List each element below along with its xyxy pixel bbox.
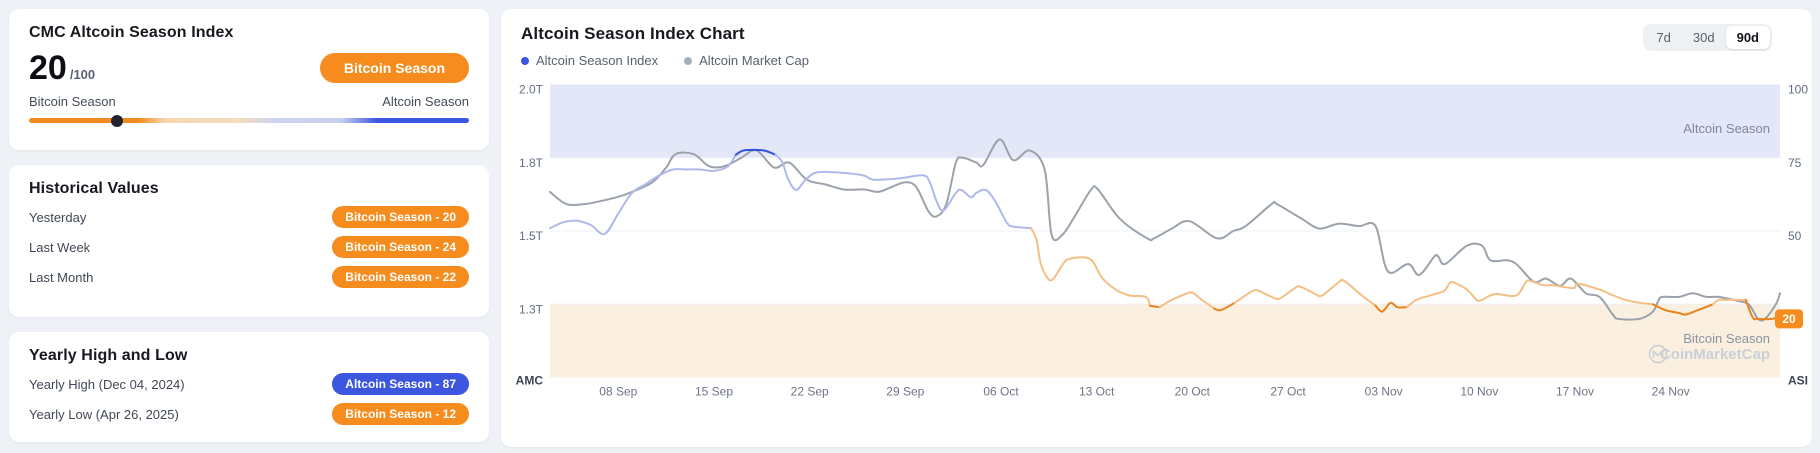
season-status-badge: Bitcoin Season [319,53,469,83]
altcoin-season-index-line [549,153,737,236]
altcoin-season-index-line [774,153,1033,230]
current-value-badge [1775,309,1803,329]
x-axis-tick: 20 Oct [1175,385,1211,399]
x-axis-tick: 10 Nov [1460,385,1498,399]
chart-area: 2.0T 1.8T 1.5T 1.3T 100 75 50 AMC ASI 08 Sep 15 Se… [501,70,1812,437]
altcoin-season-index-line [1374,301,1408,313]
slider-label-bitcoin-season: Bitcoin Season [29,94,116,109]
x-axis-tick: 29 Sep [886,385,924,399]
right-axis-tick: 75 [1788,156,1802,170]
legend-item[interactable]: Altcoin Market Cap [684,53,809,68]
yearly-rows: Yearly High (Dec 04, 2024) Altcoin Season… [29,373,469,425]
x-axis-tick: 24 Nov [1652,385,1690,399]
range-button-90d[interactable]: 90d [1725,26,1770,49]
legend-label: Altcoin Market Cap [699,53,809,68]
time-range-switcher: 7d 30d 90d [1643,24,1772,51]
altcoin-season-chart-svg: 2.0T 1.8T 1.5T 1.3T 100 75 50 AMC ASI 08 Sep 15 Se… [516,83,1809,399]
historical-rows: Yesterday Bitcoin Season - 20 Last Week Bit… [29,206,469,288]
altcoin-season-index-line [1405,279,1654,309]
range-button-7d[interactable]: 7d [1645,26,1681,49]
row-label: Last Month [29,269,94,285]
yearly-row: Yearly Low (Apr 26, 2025) Bitcoin Season … [29,403,469,425]
right-axis-name: ASI [1788,374,1808,388]
left-column: CMC Altcoin Season Index 20 /100 Bitcoin… [9,9,489,447]
altcoin-season-index-line [1233,278,1377,307]
chart-plot-area[interactable] [550,85,1780,378]
left-axis-tick: 2.0T [519,83,544,97]
altcoin-season-index-line [1149,304,1161,309]
historical-row: Yesterday Bitcoin Season - 20 [29,206,469,228]
legend-dot-icon [521,56,529,65]
x-axis-tick: 22 Sep [791,385,829,399]
altcoin-season-index-line [1651,303,1714,316]
altcoin-season-index-line [1030,227,1151,307]
coinmarketcap-logo-icon [1648,344,1668,364]
season-value-badge: Bitcoin Season - 12 [332,403,469,425]
altcoin-season-index-line [1744,298,1781,321]
x-axis-tick: 08 Sep [599,385,637,399]
left-axis-name: AMC [516,374,544,388]
yearly-card-title: Yearly High and Low [29,347,188,364]
right-axis-tick: 50 [1788,229,1802,243]
row-label: Yesterday [29,209,87,225]
legend-label: Altcoin Season Index [536,53,659,68]
coinmarketcap-watermark-text: CoinMarketCap [1660,346,1770,363]
x-axis-tick: 06 Oct [983,385,1019,399]
page: CMC Altcoin Season Index 20 /100 Bitcoin… [9,9,1812,447]
chart-title: Altcoin Season Index Chart [521,24,745,43]
season-value-badge: Bitcoin Season - 22 [332,266,469,288]
altcoin-season-index-line [734,148,777,156]
altcoin-season-band-label: Altcoin Season [1683,121,1770,136]
range-button-30d[interactable]: 30d [1682,26,1726,49]
left-axis-tick: 1.8T [519,156,544,170]
index-score: 20 [29,49,67,87]
row-label: Yearly Low (Apr 26, 2025) [29,406,179,422]
x-axis-tick: 15 Sep [695,385,733,399]
season-value-badge: Altcoin Season - 87 [332,373,469,395]
altcoin-season-index-line [1158,291,1216,310]
season-value-badge: Bitcoin Season - 24 [332,236,469,258]
season-index-slider[interactable] [29,114,469,127]
legend-item[interactable]: Altcoin Season Index [521,53,658,68]
yearly-row: Yearly High (Dec 04, 2024) Altcoin Season… [29,373,469,395]
slider-thumb[interactable] [111,114,123,127]
historical-row: Last Week Bitcoin Season - 24 [29,236,469,258]
band-bitcoin-season [550,304,1780,378]
historical-values-card: Historical Values Yesterday Bitcoin Seaso… [9,165,489,317]
slider-label-altcoin-season: Altcoin Season [382,94,469,109]
index-card: CMC Altcoin Season Index 20 /100 Bitcoin… [9,9,489,150]
slider-labels: Bitcoin Season Altcoin Season [29,94,469,109]
chart-title-block: Altcoin Season Index Chart Altcoin Seaso… [521,24,809,68]
band-altcoin-season [550,84,1780,158]
altcoin-season-index-line [1213,301,1236,312]
row-label: Last Week [29,239,91,255]
altcoin-season-index-line [1712,298,1747,306]
row-label: Yearly High (Dec 04, 2024) [29,376,185,392]
x-axis-tick: 27 Oct [1270,385,1306,399]
bitcoin-season-band-label: Bitcoin Season [1683,331,1770,346]
x-axis-tick: 17 Nov [1556,385,1594,399]
x-axis-tick: 13 Oct [1079,385,1115,399]
chart-legend: Altcoin Season Index Altcoin Market Cap [521,53,809,68]
historical-row: Last Month Bitcoin Season - 22 [29,266,469,288]
chart-header: Altcoin Season Index Chart Altcoin Seaso… [501,24,1812,68]
index-score-max: /100 [69,67,96,82]
yearly-high-low-card: Yearly High and Low Yearly High (Dec 04,… [9,332,489,442]
score-wrap: 20 /100 [29,51,95,85]
season-value-badge: Bitcoin Season - 20 [332,206,469,228]
historical-card-title: Historical Values [29,180,159,197]
right-axis-tick: 100 [1788,83,1808,97]
x-axis-tick: 03 Nov [1365,385,1403,399]
left-axis-tick: 1.3T [519,302,544,316]
coinmarketcap-logo-m [1652,350,1664,358]
chart-card: Altcoin Season Index Chart Altcoin Seaso… [501,9,1812,447]
score-row: 20 /100 Bitcoin Season [29,51,469,85]
current-value-badge-text: 20 [1782,312,1796,326]
legend-dot-icon [684,56,693,65]
coinmarketcap-watermark: CoinMarketCap [1648,344,1770,364]
index-card-title: CMC Altcoin Season Index [29,24,234,41]
left-axis-tick: 1.5T [519,229,544,243]
altcoin-market-cap-line [549,138,1781,322]
